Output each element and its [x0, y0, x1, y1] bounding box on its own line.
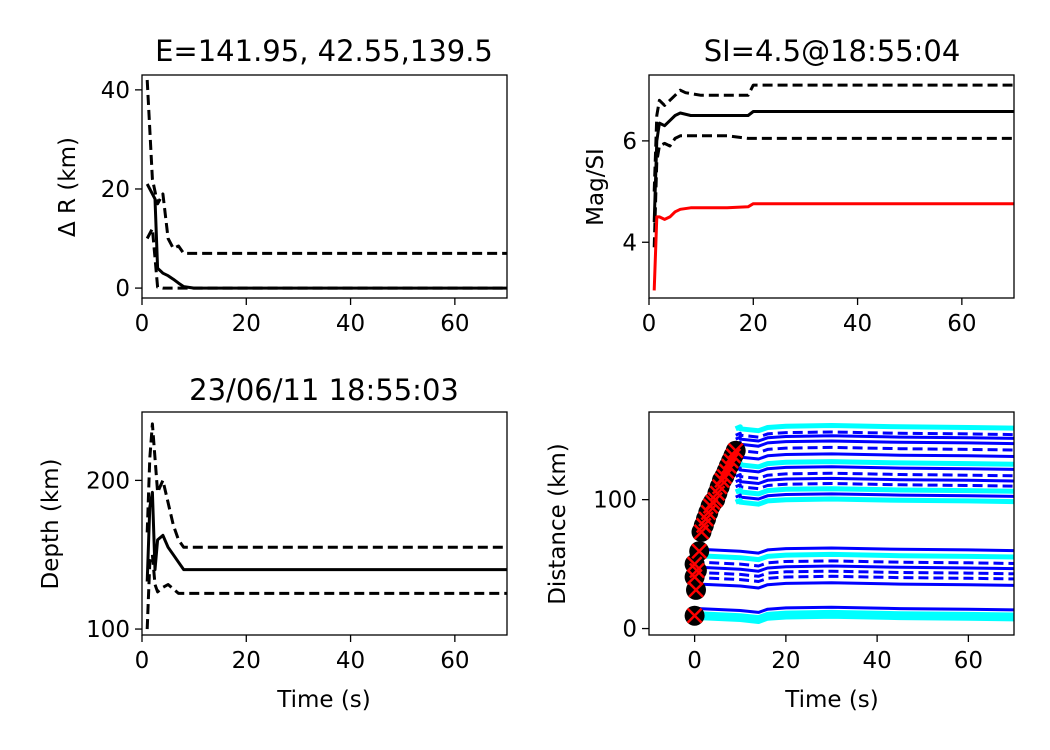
distance-trace-11 [734, 486, 1014, 497]
mag-si-series-2 [652, 134, 1014, 248]
pick-cross [689, 562, 705, 579]
x-tick-label: 20 [232, 311, 261, 337]
delta-r-series-1 [145, 183, 507, 290]
distance-trace-20 [694, 581, 1014, 590]
distance-trace-10 [735, 482, 1014, 491]
distance-ylabel: Distance (km) [545, 443, 571, 605]
pick-cross [686, 607, 703, 624]
distance-panel: Distance (km) Time (s) 0 20 40 60 0 100 [545, 411, 1015, 713]
depth-xlabel: Time (s) [276, 687, 371, 713]
depth-title: 23/06/11 18:55:03 [189, 373, 459, 407]
distance-trace-5 [735, 452, 1014, 461]
mag-si-series-3 [652, 202, 1014, 291]
x-tick-label: 60 [440, 648, 469, 674]
mag-si-series-0 [652, 83, 1014, 192]
pick-cross [725, 447, 742, 464]
y-tick-label: 0 [622, 617, 637, 643]
delta-r-series-2 [145, 227, 507, 290]
distance-trace-7 [735, 465, 1014, 474]
x-tick-label: 40 [336, 311, 365, 337]
mag-si-series-1 [652, 110, 1014, 223]
depth-series-1 [145, 490, 507, 582]
pick-cross [723, 453, 740, 469]
delta-r-series-0 [145, 79, 507, 255]
y-tick-label: 200 [86, 468, 130, 494]
pick-cross [688, 582, 704, 598]
distance-trace-2 [735, 434, 1014, 443]
depth-plot [145, 422, 507, 630]
mag-si-title: SI=4.5@18:55:04 [704, 34, 961, 68]
distance-trace-13 [734, 496, 1014, 507]
x-tick-label: 60 [440, 311, 469, 337]
delta-r-title: E=141.95, 42.55,139.5 [155, 34, 493, 68]
distance-trace-18 [694, 569, 1014, 578]
distance-frame [648, 411, 1015, 636]
x-tick-label: 20 [739, 311, 768, 337]
delta-r-ylabel: Δ R (km) [55, 137, 81, 237]
distance-trace-19 [694, 574, 1014, 583]
mag-si-plot [652, 83, 1014, 291]
delta-r-panel: E=141.95, 42.55,139.5 Δ R (km) 0 20 40 60 0… [55, 34, 508, 337]
x-tick-label: 20 [771, 648, 800, 674]
distance-trace-21 [694, 605, 1014, 614]
x-tick-label: 0 [642, 311, 657, 337]
delta-r-xticks: 0 20 40 60 [135, 298, 469, 337]
distance-trace-9 [735, 476, 1014, 485]
distance-plot [684, 423, 1014, 626]
mag-si-frame [648, 74, 1015, 299]
y-tick-label: 40 [101, 78, 130, 104]
y-tick-label: 100 [86, 617, 130, 643]
x-tick-label: 20 [232, 648, 261, 674]
distance-trace-17 [694, 564, 1014, 573]
distance-trace-14 [694, 546, 1014, 555]
x-tick-label: 60 [947, 311, 976, 337]
distance-trace-22 [693, 609, 1014, 621]
delta-r-frame [141, 74, 508, 299]
pick-cross [691, 543, 708, 560]
x-tick-label: 0 [135, 648, 150, 674]
distance-trace-12 [735, 492, 1014, 501]
distance-trace-3 [735, 439, 1014, 448]
distance-xlabel: Time (s) [784, 687, 879, 713]
delta-r-plot [145, 79, 507, 290]
pick-cross [720, 458, 737, 475]
x-tick-label: 0 [687, 648, 702, 674]
mag-si-ylabel: Mag/SI [583, 148, 609, 226]
distance-trace-1 [735, 430, 1014, 439]
distance-xticks: 0 20 40 60 [687, 635, 983, 674]
y-tick-label: 20 [101, 177, 130, 203]
distance-trace-23 [693, 613, 1014, 624]
x-tick-label: 40 [336, 648, 365, 674]
depth-xticks: 0 20 40 60 [135, 635, 469, 674]
pick-cross [727, 442, 744, 459]
y-tick-label: 4 [622, 230, 637, 256]
distance-trace-0 [734, 423, 1014, 434]
mag-si-panel: SI=4.5@18:55:04 Mag/SI 0 20 40 60 46 [583, 34, 1015, 337]
x-tick-label: 0 [135, 311, 150, 337]
distance-trace-8 [735, 471, 1014, 480]
distance-trace-4 [735, 445, 1014, 455]
pick-cross [718, 463, 735, 480]
y-tick-label: 100 [593, 488, 637, 514]
y-tick-label: 6 [622, 129, 637, 155]
depth-series-2 [145, 553, 507, 630]
depth-panel: 23/06/11 18:55:03 Depth (km) Time (s) 0 2… [38, 373, 508, 713]
mag-si-xticks: 0 20 40 60 [642, 298, 976, 337]
mag-si-yticks: 46 [622, 129, 649, 256]
distance-yticks: 0 100 [593, 488, 649, 643]
x-tick-label: 40 [843, 311, 872, 337]
pick-cross [716, 468, 733, 485]
distance-trace-6 [734, 459, 1014, 470]
y-tick-label: 0 [115, 276, 130, 302]
depth-series-0 [145, 422, 507, 549]
depth-yticks: 100 200 [86, 468, 142, 643]
x-tick-label: 60 [954, 648, 983, 674]
delta-r-yticks: 0 20 40 [101, 78, 142, 302]
x-tick-label: 40 [862, 648, 891, 674]
distance-trace-16 [694, 559, 1014, 568]
distance-trace-15 [693, 551, 1014, 563]
depth-ylabel: Depth (km) [38, 458, 64, 589]
depth-frame [141, 411, 508, 636]
